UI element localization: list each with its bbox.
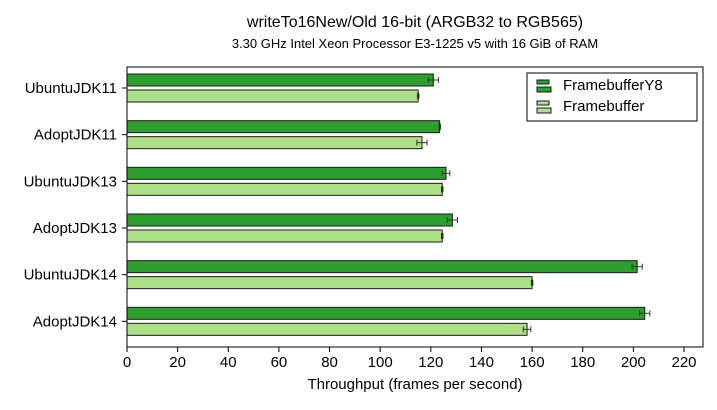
category-label-UbuntuJDK13: UbuntuJDK13 [24, 173, 117, 190]
bar-UbuntuJDK11-Framebuffer [126, 89, 419, 103]
x-tick-label-100: 100 [368, 354, 393, 371]
legend-swatch-FramebufferY8 [536, 86, 552, 93]
x-tick-label-160: 160 [520, 354, 545, 371]
x-tick-label-60: 60 [271, 354, 288, 371]
bar-AdoptJDK11-FramebufferY8 [126, 120, 441, 134]
x-tick-label-0: 0 [123, 354, 131, 371]
bar-UbuntuJDK13-Framebuffer [126, 182, 443, 196]
x-tick-label-40: 40 [220, 354, 237, 371]
x-axis: 0 20 40 60 80 100 120 140 160 180 200 220 [123, 347, 697, 371]
x-tick-label-140: 140 [469, 354, 494, 371]
category-label-UbuntuJDK14: UbuntuJDK14 [24, 267, 117, 284]
chart-title: writeTo16New/Old 16-bit (ARGB32 to RGB56… [246, 14, 583, 31]
legend-swatch-Framebuffer [536, 107, 552, 114]
bar-AdoptJDK14-Framebuffer [126, 322, 528, 336]
x-axis-label: Throughput (frames per second) [307, 376, 522, 393]
bar-UbuntuJDK14-Framebuffer [126, 276, 533, 290]
bars-group [126, 73, 651, 336]
bar-UbuntuJDK13-FramebufferY8 [126, 166, 447, 180]
category-labels: UbuntuJDK11 AdoptJDK11 UbuntuJDK13 AdoptJDK… [24, 80, 127, 330]
bar-UbuntuJDK14-FramebufferY8 [126, 260, 638, 274]
legend-label-Framebuffer: Framebuffer [563, 98, 644, 115]
x-tick-label-200: 200 [621, 354, 646, 371]
bar-AdoptJDK13-FramebufferY8 [126, 213, 453, 227]
category-label-UbuntuJDK11: UbuntuJDK11 [25, 80, 117, 97]
category-label-AdoptJDK14: AdoptJDK14 [33, 313, 117, 330]
category-label-AdoptJDK13: AdoptJDK13 [33, 220, 117, 237]
bar-AdoptJDK13-Framebuffer [126, 229, 443, 243]
plot-area-frame [126, 66, 704, 348]
x-tick-label-220: 220 [671, 354, 696, 371]
legend-swatch-top-FramebufferY8 [536, 79, 550, 85]
bar-AdoptJDK14-FramebufferY8 [126, 306, 646, 320]
legend: FramebufferY8 Framebuffer [526, 72, 698, 122]
x-tick-label-120: 120 [418, 354, 443, 371]
legend-swatch-top-Framebuffer [536, 100, 550, 106]
bar-AdoptJDK11-Framebuffer [126, 136, 423, 150]
category-label-AdoptJDK11: AdoptJDK11 [34, 127, 117, 144]
x-tick-label-180: 180 [570, 354, 595, 371]
chart-subtitle: 3.30 GHz Intel Xeon Processor E3-1225 v5… [232, 36, 598, 51]
x-tick-label-80: 80 [321, 354, 338, 371]
legend-box [526, 72, 698, 122]
x-tick-label-20: 20 [169, 354, 186, 371]
bar-UbuntuJDK11-FramebufferY8 [126, 73, 434, 87]
legend-label-FramebufferY8: FramebufferY8 [563, 77, 663, 94]
